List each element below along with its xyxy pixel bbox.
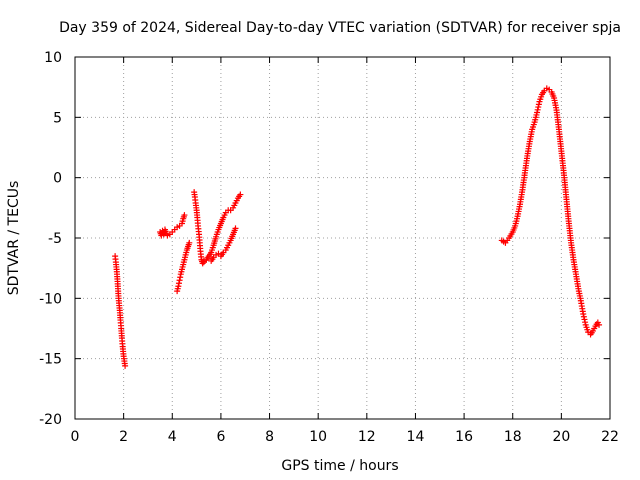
chart-title: Day 359 of 2024, Sidereal Day-to-day VTE… [59,20,621,36]
data-point [534,109,541,116]
x-tick-label: 16 [455,429,473,445]
data-segment [174,239,193,295]
x-tick-label: 18 [504,429,522,445]
axis-ticks: 0 2 4 6 8 10 12 14 16 18 20 22 10 5 0 -5 -10 -15 -20 [39,50,619,445]
data-point [176,277,183,284]
y-tick-label: 10 [44,50,62,66]
data-point [181,212,188,219]
data-point [596,321,603,328]
data-segment [208,225,239,264]
data-point [122,362,129,369]
x-tick-label: 8 [265,429,274,445]
y-tick-label: 5 [53,110,62,126]
data-point [582,319,589,326]
data-point [535,101,542,108]
data-point [175,283,182,290]
data-points [112,85,603,369]
data-segment [498,85,603,338]
data-segment [157,212,188,239]
x-tick-label: 12 [358,429,376,445]
x-tick-label: 6 [216,429,225,445]
data-point [535,104,542,111]
x-tick-label: 14 [407,429,425,445]
data-point [186,239,193,246]
x-tick-label: 22 [601,429,619,445]
data-segment [191,189,207,267]
y-axis-label: SDTVAR / TECUs [6,181,22,296]
x-tick-label: 2 [119,429,128,445]
data-point [237,191,244,198]
data-point [580,311,587,318]
x-tick-label: 4 [168,429,177,445]
x-tick-label: 20 [552,429,570,445]
y-tick-label: 0 [53,171,62,187]
data-point [175,280,182,287]
y-tick-label: -15 [39,352,62,368]
data-segment [112,253,129,369]
data-point [534,106,541,113]
y-tick-label: -10 [39,291,62,307]
data-segment [200,191,244,266]
x-tick-label: 0 [71,429,80,445]
grid [75,57,610,419]
data-point [581,316,588,323]
data-point [580,313,587,320]
data-point [177,274,184,281]
x-tick-label: 10 [309,429,327,445]
y-tick-label: -5 [48,231,62,247]
data-point [232,225,239,232]
y-tick-label: -20 [39,412,62,428]
x-axis-label: GPS time / hours [281,458,398,474]
